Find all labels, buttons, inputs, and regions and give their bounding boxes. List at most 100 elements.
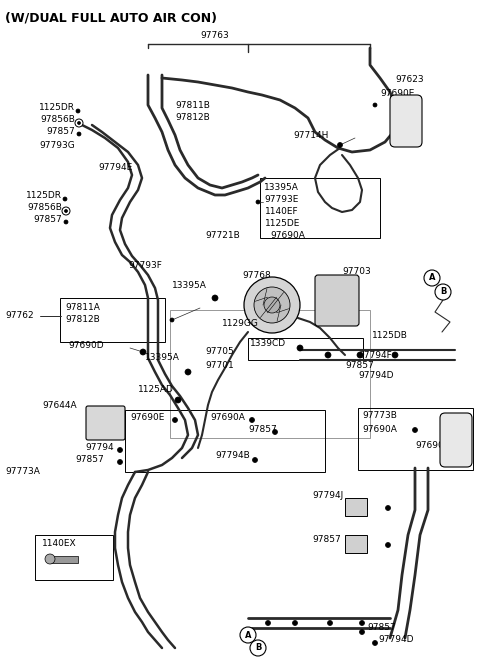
Text: 97768: 97768 bbox=[242, 271, 271, 279]
Text: 97793G: 97793G bbox=[39, 141, 75, 150]
Circle shape bbox=[337, 143, 343, 148]
Text: 97690D: 97690D bbox=[68, 342, 104, 350]
Text: 97793E: 97793E bbox=[264, 194, 299, 204]
Text: A: A bbox=[429, 273, 435, 283]
Circle shape bbox=[75, 119, 83, 127]
Text: 97644A: 97644A bbox=[42, 401, 77, 409]
Text: 97705: 97705 bbox=[205, 348, 234, 357]
Circle shape bbox=[63, 197, 67, 201]
Text: 13395A: 13395A bbox=[264, 183, 299, 191]
Text: 1140EF: 1140EF bbox=[265, 208, 299, 217]
Text: 1129GG: 1129GG bbox=[222, 319, 259, 327]
Circle shape bbox=[265, 620, 271, 625]
Text: 1125DB: 1125DB bbox=[372, 330, 408, 340]
Bar bbox=[345, 535, 367, 553]
Text: 97811B: 97811B bbox=[175, 101, 210, 110]
FancyBboxPatch shape bbox=[315, 275, 359, 326]
Circle shape bbox=[170, 318, 174, 322]
Bar bbox=[60, 298, 165, 342]
Text: 1125DE: 1125DE bbox=[265, 219, 300, 229]
FancyBboxPatch shape bbox=[86, 406, 125, 440]
Circle shape bbox=[77, 132, 81, 136]
Text: 97793F: 97793F bbox=[128, 260, 162, 269]
Text: 97856B: 97856B bbox=[27, 204, 62, 212]
Text: 97857: 97857 bbox=[248, 426, 277, 434]
Text: 1125AD: 1125AD bbox=[138, 386, 174, 394]
Circle shape bbox=[45, 554, 55, 564]
Text: (W/DUAL FULL AUTO AIR CON): (W/DUAL FULL AUTO AIR CON) bbox=[5, 12, 217, 24]
Text: 97721B: 97721B bbox=[205, 231, 240, 240]
Circle shape bbox=[392, 352, 398, 358]
FancyBboxPatch shape bbox=[440, 413, 472, 467]
Bar bbox=[170, 310, 370, 438]
Text: 97794E: 97794E bbox=[98, 164, 132, 173]
Circle shape bbox=[424, 270, 440, 286]
Bar bbox=[260, 178, 380, 238]
Circle shape bbox=[256, 200, 260, 204]
Text: B: B bbox=[440, 288, 446, 296]
Circle shape bbox=[435, 284, 451, 300]
Text: 97857: 97857 bbox=[312, 535, 341, 545]
Text: 97690E: 97690E bbox=[380, 89, 414, 97]
Text: 97812B: 97812B bbox=[65, 315, 100, 325]
Bar bbox=[248, 338, 363, 360]
Circle shape bbox=[297, 345, 303, 351]
Text: 97794F: 97794F bbox=[358, 350, 392, 359]
Circle shape bbox=[264, 297, 280, 313]
Text: 97773A: 97773A bbox=[5, 468, 40, 476]
Text: 97812B: 97812B bbox=[175, 114, 210, 122]
FancyBboxPatch shape bbox=[390, 95, 422, 147]
Bar bbox=[35, 535, 113, 580]
Circle shape bbox=[254, 287, 290, 323]
Text: 97762: 97762 bbox=[5, 311, 34, 321]
Text: 1140EX: 1140EX bbox=[42, 539, 77, 547]
Circle shape bbox=[185, 369, 191, 375]
Text: 97714H: 97714H bbox=[293, 131, 328, 139]
Text: 97703: 97703 bbox=[342, 267, 371, 277]
Circle shape bbox=[244, 277, 300, 333]
Circle shape bbox=[76, 109, 80, 113]
Circle shape bbox=[77, 122, 81, 124]
Circle shape bbox=[64, 220, 68, 224]
Text: 97794: 97794 bbox=[85, 443, 114, 453]
Text: 13395A: 13395A bbox=[145, 353, 180, 363]
Circle shape bbox=[357, 352, 363, 358]
Text: 97690A: 97690A bbox=[270, 231, 305, 240]
Text: 97773B: 97773B bbox=[362, 411, 397, 420]
Circle shape bbox=[385, 505, 391, 510]
Text: 97811A: 97811A bbox=[65, 304, 100, 313]
Text: 1125DR: 1125DR bbox=[39, 104, 75, 112]
Circle shape bbox=[118, 447, 122, 453]
Circle shape bbox=[252, 457, 257, 463]
Circle shape bbox=[273, 430, 277, 434]
Text: 97690E: 97690E bbox=[415, 440, 449, 449]
Bar bbox=[125, 410, 325, 472]
Text: 13395A: 13395A bbox=[172, 281, 207, 290]
Circle shape bbox=[412, 428, 418, 432]
Circle shape bbox=[62, 207, 70, 215]
Circle shape bbox=[175, 397, 181, 403]
Text: 97763: 97763 bbox=[201, 32, 229, 41]
Text: 97623: 97623 bbox=[395, 76, 424, 85]
Circle shape bbox=[360, 620, 364, 625]
Text: 97701: 97701 bbox=[205, 361, 234, 369]
Text: B: B bbox=[255, 643, 261, 652]
Text: 97794D: 97794D bbox=[358, 371, 394, 380]
Text: 97794J: 97794J bbox=[312, 491, 343, 499]
Text: 97690A: 97690A bbox=[362, 426, 397, 434]
Text: A: A bbox=[245, 631, 251, 639]
Circle shape bbox=[172, 417, 178, 422]
Circle shape bbox=[372, 641, 377, 645]
Bar bbox=[50, 556, 78, 563]
Text: 97857: 97857 bbox=[33, 215, 62, 225]
Text: 97857: 97857 bbox=[46, 127, 75, 137]
Text: 1339CD: 1339CD bbox=[250, 338, 286, 348]
Circle shape bbox=[373, 103, 377, 107]
Text: 97857: 97857 bbox=[75, 455, 104, 464]
Circle shape bbox=[360, 629, 364, 635]
Circle shape bbox=[140, 349, 146, 355]
Circle shape bbox=[385, 543, 391, 547]
Text: 97857: 97857 bbox=[345, 361, 374, 369]
Circle shape bbox=[250, 640, 266, 656]
Text: 97794D: 97794D bbox=[378, 635, 413, 645]
